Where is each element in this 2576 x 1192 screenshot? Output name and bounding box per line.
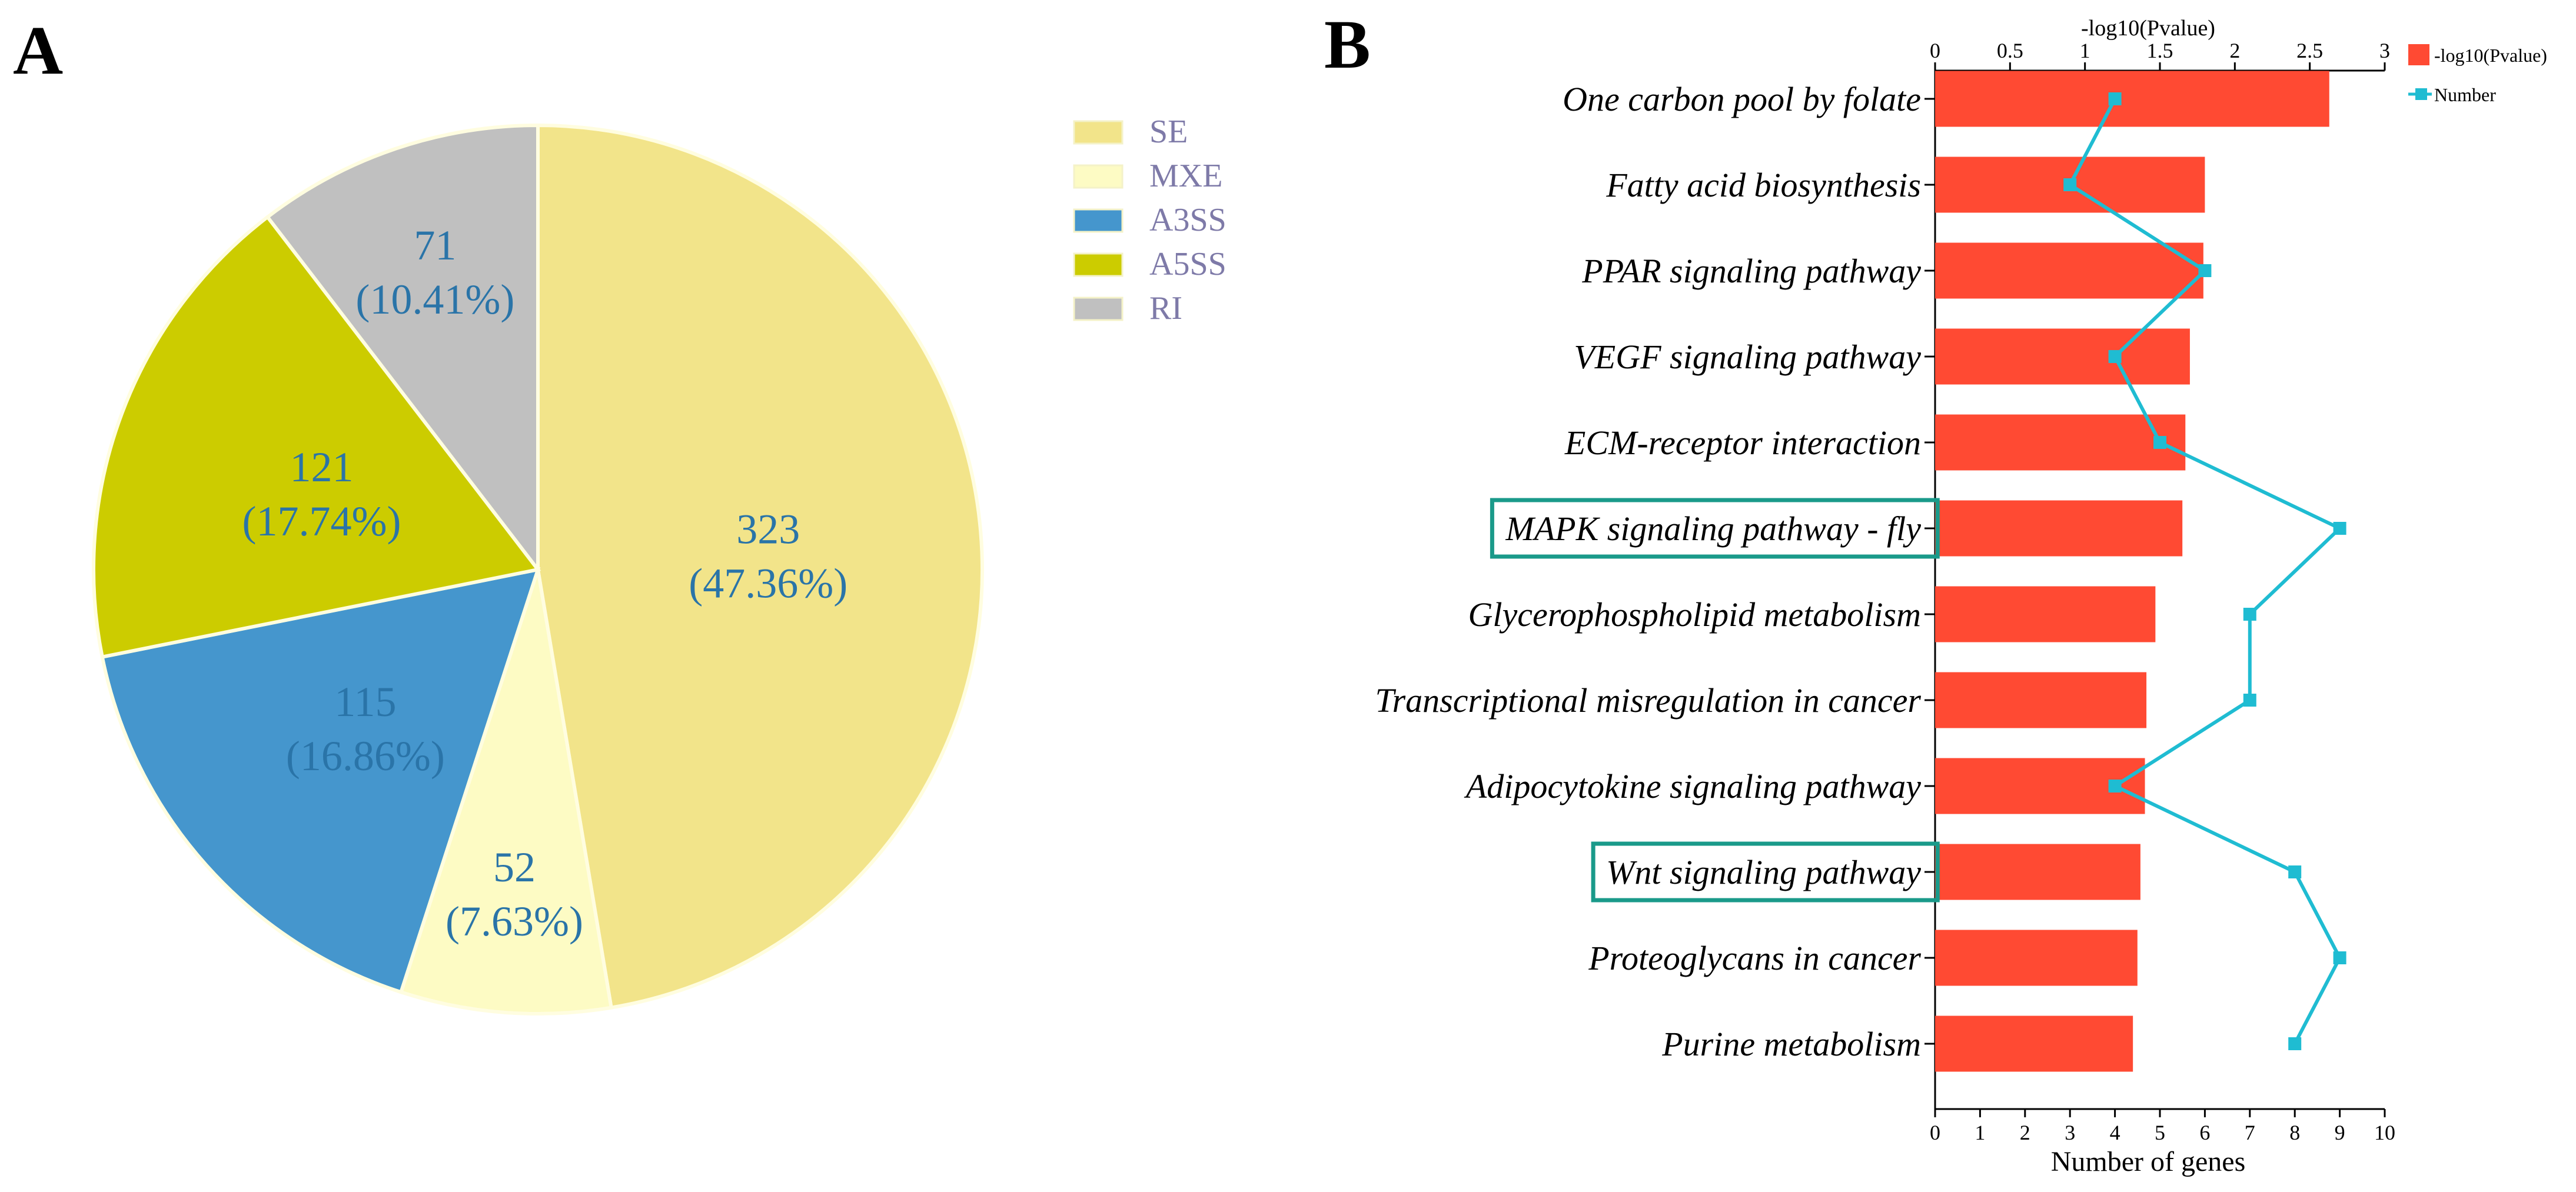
legend-label-a3ss: A3SS — [1149, 202, 1226, 238]
legend-label-mxe: MXE — [1149, 158, 1222, 194]
number-point-transcriptional-misregulation-in-cancer — [2243, 694, 2256, 707]
bottom-axis-tick-label: 3 — [2065, 1121, 2075, 1144]
legend-swatch-a3ss — [1073, 208, 1124, 233]
pie-percent-label-a3ss: (16.86%) — [286, 732, 445, 780]
pie-slice-se — [536, 123, 984, 1010]
bar-purine-metabolism — [1935, 1015, 2133, 1072]
bottom-axis-tick-label: 7 — [2245, 1121, 2255, 1144]
category-label-proteoglycans-in-cancer: Proteoglycans in cancer — [1588, 939, 1921, 977]
legend-swatch-a5ss — [1073, 252, 1124, 277]
top-axis-tick-label: 0.5 — [1997, 39, 2023, 62]
bottom-axis-tick-label: 10 — [2374, 1121, 2395, 1144]
number-point-mapk-signaling-pathway-fly — [2333, 522, 2346, 535]
panel-a-label: A — [13, 12, 63, 89]
bar-ppar-signaling-pathway — [1935, 242, 2203, 299]
pie-legend: SE MXE A3SS A5SS RI — [1073, 114, 1226, 327]
bar-one-carbon-pool-by-folate — [1935, 71, 2329, 127]
category-label-ppar-signaling-pathway: PPAR signaling pathway — [1581, 252, 1921, 290]
number-point-vegf-signaling-pathway — [2108, 350, 2122, 363]
bottom-axis-tick-label: 0 — [1930, 1121, 1940, 1144]
highlight-box-wnt-signaling-pathway — [1591, 841, 1940, 903]
category-label-mapk-signaling-pathway-fly: MAPK signaling pathway - fly — [1505, 510, 1921, 548]
pie-slice-ri — [265, 123, 540, 575]
legend-label-number: Number — [2434, 84, 2496, 105]
legend-swatch-pvalue — [2408, 44, 2429, 65]
number-point-adipocytokine-signaling-pathway — [2108, 780, 2122, 793]
pie-percent-label-mxe: (7.63%) — [446, 898, 583, 945]
number-point-glycerophospholipid-metabolism — [2243, 608, 2256, 621]
bar-vegf-signaling-pathway — [1935, 328, 2190, 385]
top-axis-tick-label: 2 — [2229, 39, 2240, 62]
pie-percent-label-a5ss: (17.74%) — [242, 498, 401, 545]
pie-value-label-mxe: 52 — [493, 844, 536, 891]
bottom-axis-tick-label: 9 — [2335, 1121, 2345, 1144]
category-label-adipocytokine-signaling-pathway: Adipocytokine signaling pathway — [1464, 767, 1921, 805]
top-axis-tick-label: 0 — [1930, 39, 1940, 62]
number-point-wnt-signaling-pathway — [2288, 865, 2302, 878]
pie-percent-label-ri: (10.41%) — [355, 276, 514, 323]
bar-proteoglycans-in-cancer — [1935, 930, 2138, 986]
number-point-purine-metabolism — [2288, 1037, 2302, 1050]
category-label-purine-metabolism: Purine metabolism — [1661, 1025, 1921, 1063]
panel-b-label: B — [1324, 6, 1371, 83]
category-label-wnt-signaling-pathway: Wnt signaling pathway — [1606, 853, 1921, 891]
bottom-axis-title: Number of genes — [2051, 1146, 2246, 1177]
top-axis-tick-label: 1 — [2080, 39, 2090, 62]
pie-value-label-a5ss: 121 — [290, 444, 353, 491]
pie-slice-a5ss — [92, 214, 541, 660]
number-line — [2068, 98, 2343, 1045]
bar-glycerophospholipid-metabolism — [1935, 586, 2156, 642]
pie-slice-a3ss — [100, 567, 541, 995]
pie-value-label-a3ss: 115 — [334, 678, 396, 725]
bar-ecm-receptor-interaction — [1935, 414, 2186, 471]
legend-swatch-mxe — [1073, 164, 1124, 189]
pie-value-label-ri: 71 — [414, 222, 456, 269]
category-label-one-carbon-pool-by-folate: One carbon pool by folate — [1563, 80, 1921, 118]
bottom-axis-tick-label: 4 — [2110, 1121, 2120, 1144]
number-point-fatty-acid-biosynthesis — [2063, 178, 2077, 191]
legend-label-a5ss: A5SS — [1149, 246, 1226, 282]
pie-percent-label-se: (47.36%) — [689, 560, 847, 607]
number-point-ppar-signaling-pathway — [2198, 264, 2212, 277]
top-axis-tick-label: 3 — [2379, 39, 2390, 62]
legend-swatch-se — [1073, 120, 1124, 145]
legend-label-ri: RI — [1149, 290, 1182, 327]
bottom-axis-tick-label: 8 — [2289, 1121, 2300, 1144]
legend-swatch-ri — [1073, 297, 1124, 321]
bar-mapk-signaling-pathway-fly — [1935, 500, 2183, 557]
top-axis-tick-label: 2.5 — [2296, 39, 2323, 62]
bar-line-chart: 0 0.5 1 1.5 2 2.5 3 -log10(Pvalue) 0 1 2 3 4 5 6 7 8 9 10 N… — [1375, 16, 2547, 1177]
bottom-axis-tick-label: 1 — [1975, 1121, 1985, 1144]
number-point-proteoglycans-in-cancer — [2333, 951, 2346, 964]
top-axis-title: -log10(Pvalue) — [2081, 16, 2215, 41]
pie-value-label-se: 323 — [736, 505, 800, 552]
number-point-one-carbon-pool-by-folate — [2108, 92, 2122, 105]
category-label-fatty-acid-biosynthesis: Fatty acid biosynthesis — [1606, 166, 1921, 204]
category-label-glycerophospholipid-metabolism: Glycerophospholipid metabolism — [1468, 595, 1922, 634]
legend-swatch-number-marker — [2415, 88, 2427, 100]
number-point-ecm-receptor-interaction — [2153, 436, 2166, 449]
bar-wnt-signaling-pathway — [1935, 844, 2140, 900]
category-label-ecm-receptor-interaction: ECM-receptor interaction — [1564, 424, 1921, 462]
highlight-box-mapk-signaling-pathway-fly — [1490, 498, 1940, 559]
top-axis-tick-label: 1.5 — [2147, 39, 2173, 62]
pie-slice-mxe — [398, 569, 614, 1015]
pie-chart: 323 (47.36%) 52 (7.63%) 115 (16.86%) 121 (17.74… — [92, 123, 984, 1015]
category-label-transcriptional-misregulation-in-cancer: Transcriptional misregulation in cancer — [1375, 681, 1922, 720]
legend-label-pvalue: -log10(Pvalue) — [2434, 45, 2547, 66]
bottom-axis-tick-label: 6 — [2199, 1121, 2210, 1144]
bar-transcriptional-misregulation-in-cancer — [1935, 672, 2147, 728]
category-label-vegf-signaling-pathway: VEGF signaling pathway — [1574, 338, 1921, 376]
legend-label-se: SE — [1149, 114, 1188, 150]
bottom-axis-tick-label: 5 — [2155, 1121, 2165, 1144]
bottom-axis-tick-label: 2 — [2020, 1121, 2030, 1144]
